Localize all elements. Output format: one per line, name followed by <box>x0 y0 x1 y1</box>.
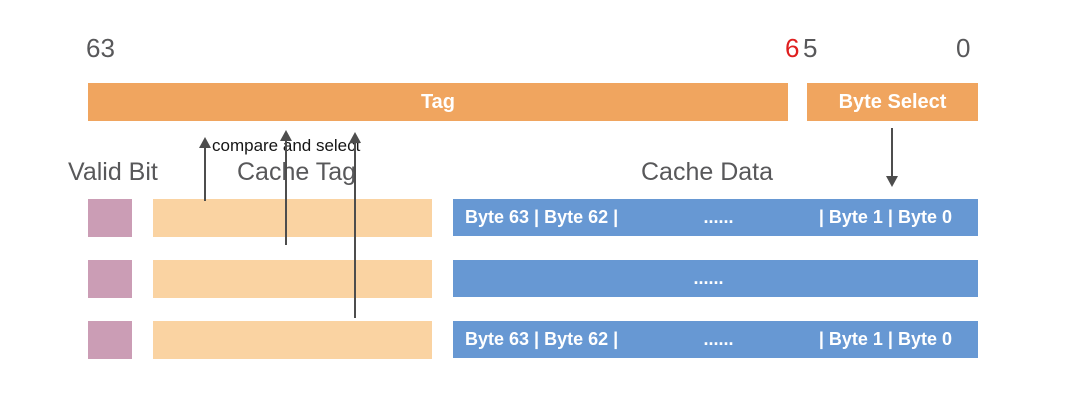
cache-data-center-text: ...... <box>703 329 734 349</box>
cache-data-center-text: ...... <box>703 207 734 227</box>
byte-select-field-bar: Byte Select <box>807 83 978 121</box>
bit-index-6-highlight: 6 <box>785 33 800 63</box>
bit-index-5: 5 <box>803 33 818 63</box>
tag-field-label: Tag <box>420 90 456 113</box>
compare-arrow-row3 <box>349 132 361 318</box>
byte-select-arrow <box>886 128 898 187</box>
cache-data-center-text: ...... <box>693 268 724 288</box>
cache-data-cell: Byte 63 | Byte 62 | ...... | Byte 1 | By… <box>453 199 978 236</box>
compare-arrow-row1 <box>199 137 211 201</box>
cache-data-label: Cache Data <box>641 158 774 186</box>
cache-tag-cell <box>153 199 432 237</box>
valid-bit-label: Valid Bit <box>68 158 158 186</box>
cache-tag-cell <box>153 321 432 359</box>
cache-data-right-text: | Byte 1 | Byte 0 <box>818 329 952 349</box>
cache-row-1: Byte 63 | Byte 62 | ...... | Byte 1 | By… <box>88 199 978 237</box>
cache-data-right-text: | Byte 1 | Byte 0 <box>818 207 952 227</box>
valid-bit-cell <box>88 321 132 359</box>
cache-data-cell: ...... <box>453 260 978 297</box>
bit-index-63: 63 <box>86 33 115 63</box>
compare-arrow-row2 <box>280 130 292 245</box>
cache-row-2: ...... <box>88 260 978 298</box>
bit-index-0: 0 <box>956 33 971 63</box>
cache-row-3: Byte 63 | Byte 62 | ...... | Byte 1 | By… <box>88 321 978 359</box>
valid-bit-cell <box>88 260 132 298</box>
valid-bit-cell <box>88 199 132 237</box>
cache-data-cell: Byte 63 | Byte 62 | ...... | Byte 1 | By… <box>453 321 978 358</box>
byte-select-field-label: Byte Select <box>838 90 947 113</box>
tag-field-bar: Tag <box>88 83 788 121</box>
cache-data-left-text: Byte 63 | Byte 62 | <box>465 207 619 227</box>
cache-tag-label: Cache Tag <box>237 158 357 186</box>
cache-data-left-text: Byte 63 | Byte 62 | <box>465 329 619 349</box>
cache-tag-cell <box>153 260 432 298</box>
